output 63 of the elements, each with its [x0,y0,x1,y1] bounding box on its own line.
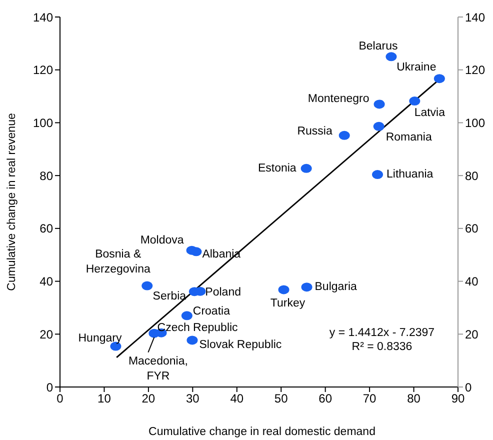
point [301,282,312,292]
annotation: Estonia [258,162,297,174]
annotation: Bosnia & Herzegovina [86,248,151,276]
x-tick-label: 0 [56,392,64,406]
annotation: Poland [205,286,241,298]
x-axis-title: Cumulative change in real domestic demand [148,426,376,438]
annotation: Hungary [78,332,122,344]
x-tick-label: 80 [407,392,421,406]
annotation: Russia [297,125,333,138]
x-tick-label: 20 [142,392,156,406]
y2-tick-label: 100 [465,116,486,130]
y-tick-label: 80 [40,168,54,183]
y-tick-label: 0 [46,380,54,394]
y2-tick-label: 80 [465,168,479,183]
y2-tick-label: 120 [465,63,486,78]
annotation: Czech Republic [157,322,238,334]
y-tick-label: 40 [40,274,54,289]
y-tick-label: 60 [40,222,54,236]
y-axis-title: Cumulative change in real revenue [6,113,18,291]
point [181,311,192,320]
annotation: Ukraine [396,62,436,74]
x-tick-label: 10 [98,392,112,406]
point [386,52,397,62]
y2-tick-label: 140 [465,10,486,24]
point [372,170,384,180]
point [186,336,198,345]
point [374,100,385,109]
x-tick-label: 30 [186,392,200,406]
annotation: R² = 0.8336 [352,341,412,353]
point [373,122,384,131]
annotation: Latvia [414,107,446,120]
annotation: y = 1.4412x - 7.2397 [329,327,435,339]
x-tick-label: 60 [318,392,332,406]
point [278,285,290,294]
point [190,247,202,256]
point [409,96,420,106]
point [300,164,312,173]
x-tick-label: 70 [362,392,377,406]
annotation: Bulgaria [314,281,358,294]
y2-tick-label: 40 [465,274,479,289]
y-tick-label: 20 [40,327,54,342]
annotation: Macedonia, FYR [128,355,188,382]
y2-tick-label: 0 [465,380,472,394]
y2-tick-label: 60 [465,222,479,236]
y2-tick-label: 20 [465,327,479,342]
annotation: Slovak Republic [199,339,282,352]
point [338,130,350,140]
x-tick-label: 50 [274,392,288,406]
annotation: Moldova [140,234,184,246]
annotation: Romania [386,131,432,144]
x-tick-label: 40 [230,392,244,406]
y-tick-label: 120 [32,63,54,78]
annotation: Turkey [270,298,306,310]
annotation: Belarus [358,40,398,53]
y-tick-label: 140 [32,10,54,24]
annotation: Serbia [152,290,187,303]
x-tick-label: 90 [451,392,465,406]
point [142,281,153,290]
annotation: Croatia [192,306,231,318]
annotation: Montenegro [308,93,370,106]
y-tick-label: 100 [32,116,54,130]
point [434,74,445,84]
annotation: Lithuania [386,168,434,181]
